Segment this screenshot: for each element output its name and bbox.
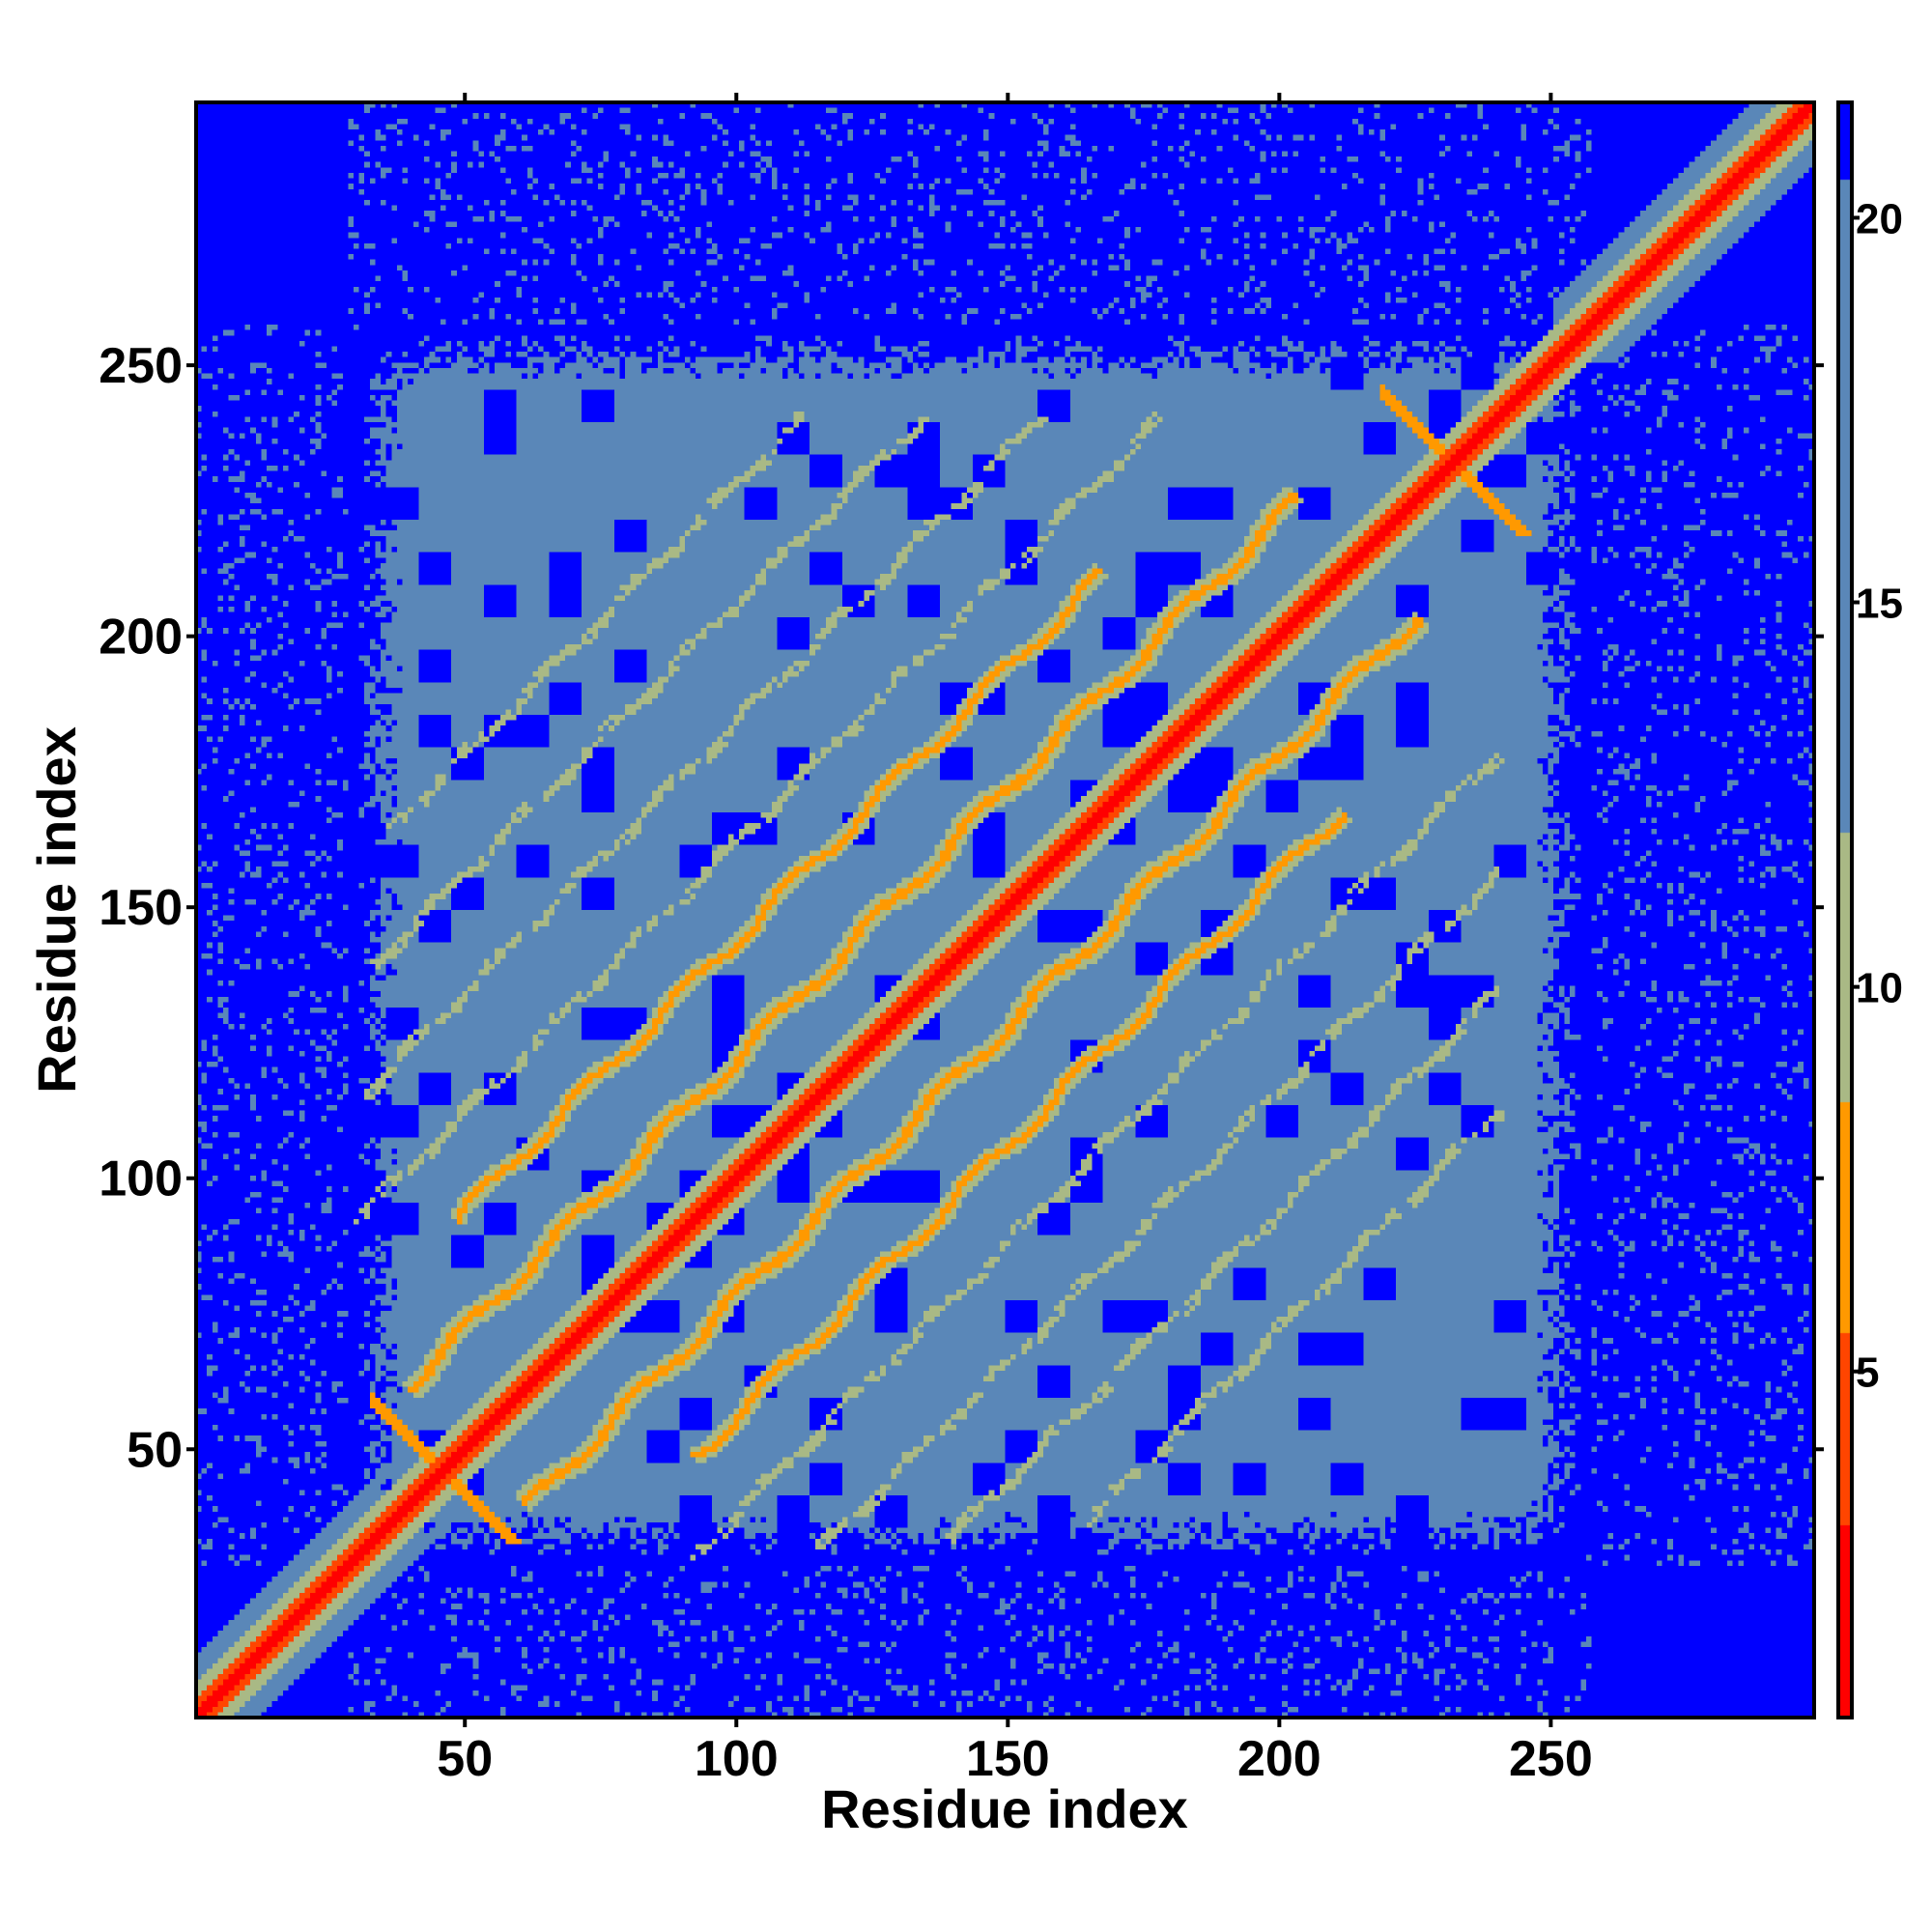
axes-frame — [194, 100, 1854, 1719]
x-axis-title: Residue index — [821, 1778, 1188, 1839]
colorbar-tick-label: 5 — [1856, 1350, 1879, 1397]
colorbar-tick-label: 10 — [1856, 965, 1903, 1012]
y-tick-label: 50 — [127, 1422, 183, 1478]
y-axis-title: Residue index — [26, 726, 87, 1094]
y-tick-label: 200 — [99, 610, 183, 666]
x-tick-label: 250 — [1509, 1731, 1593, 1787]
colorbar-canvas — [1838, 102, 1852, 1718]
x-tick-label: 200 — [1237, 1731, 1321, 1787]
colorbar-tick-label: 15 — [1856, 581, 1903, 628]
x-tick-label: 50 — [437, 1731, 493, 1787]
y-axis: 50 100 150 200 250 — [99, 338, 1824, 1478]
y-tick-label: 100 — [99, 1151, 183, 1208]
colorbar-frame — [1836, 100, 1854, 1719]
y-tick-label: 250 — [99, 338, 183, 394]
x-axis: 50 100 150 200 250 — [437, 93, 1593, 1787]
x-tick-label: 100 — [695, 1731, 779, 1787]
y-tick-label: 150 — [99, 880, 183, 936]
colorbar-tick-label: 20 — [1856, 195, 1903, 242]
x-tick-label: 150 — [966, 1731, 1050, 1787]
plot-frame — [194, 100, 1816, 1719]
colorbar-axis: 5 10 15 20 — [1852, 195, 1903, 1397]
heatmap-canvas — [196, 102, 1814, 1718]
